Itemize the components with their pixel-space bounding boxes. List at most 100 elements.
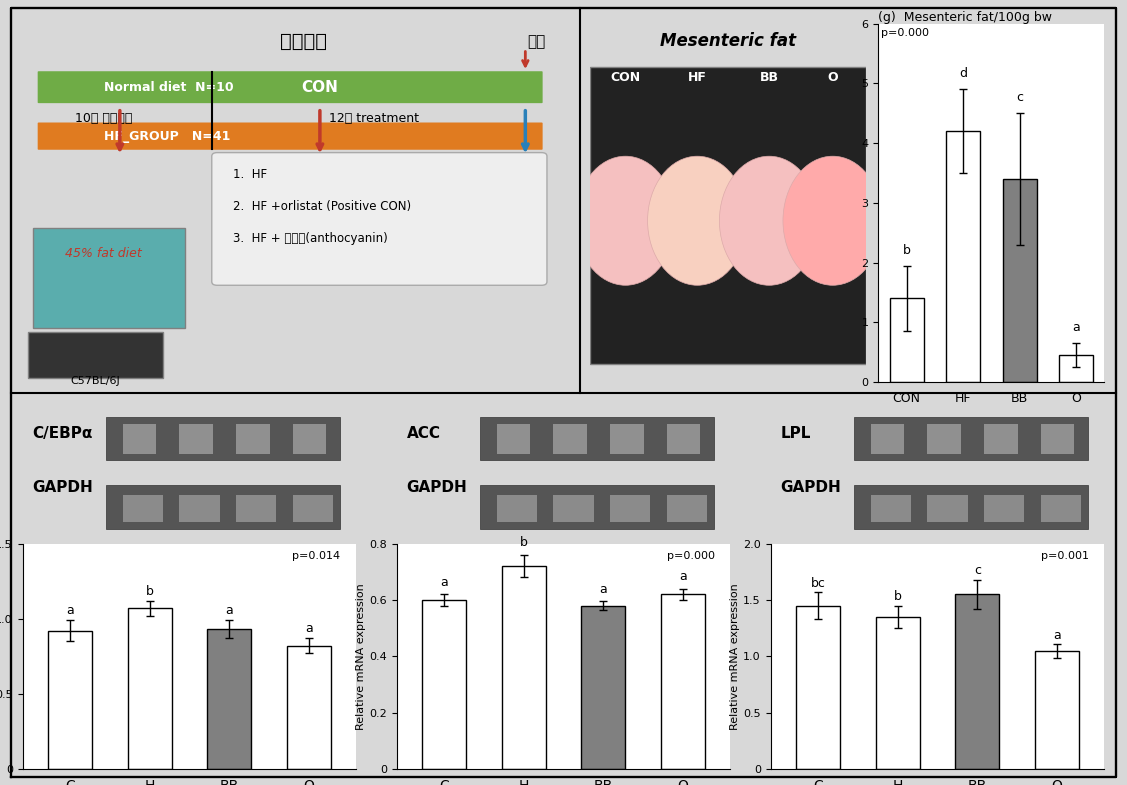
Text: a: a: [441, 575, 449, 589]
Text: 경구투여: 경구투여: [281, 32, 327, 51]
Bar: [854, 485, 1088, 528]
Bar: [34, 228, 185, 328]
Bar: [123, 495, 162, 523]
Bar: [127, 608, 171, 769]
Circle shape: [576, 156, 675, 285]
Text: 희생: 희생: [527, 34, 545, 49]
Bar: [589, 67, 866, 364]
Bar: [480, 417, 713, 461]
Bar: [889, 298, 924, 382]
Text: GAPDH: GAPDH: [33, 480, 94, 495]
Text: a: a: [305, 623, 312, 635]
Text: b: b: [903, 243, 911, 257]
Bar: [667, 495, 707, 523]
Text: a: a: [225, 604, 233, 617]
Text: a: a: [600, 582, 607, 596]
Text: Normal diet  N=10: Normal diet N=10: [104, 81, 233, 94]
Bar: [123, 425, 157, 455]
Bar: [497, 425, 530, 455]
FancyBboxPatch shape: [37, 122, 542, 150]
Text: a: a: [678, 570, 686, 583]
Bar: [797, 606, 840, 769]
Text: CON: CON: [301, 80, 338, 95]
Text: c: c: [1017, 91, 1023, 104]
Text: HF_GROUP   N=41: HF_GROUP N=41: [104, 130, 230, 143]
Text: b: b: [145, 585, 153, 598]
Bar: [48, 631, 92, 769]
Text: GAPDH: GAPDH: [781, 480, 841, 495]
Text: 10주 비만유도: 10주 비만유도: [76, 112, 132, 125]
Bar: [1003, 179, 1037, 382]
Bar: [293, 495, 334, 523]
Circle shape: [783, 156, 882, 285]
Bar: [871, 425, 904, 455]
Text: a: a: [1053, 629, 1061, 642]
Bar: [947, 131, 980, 382]
Bar: [1035, 651, 1079, 769]
Bar: [553, 495, 594, 523]
Bar: [984, 495, 1024, 523]
Bar: [1041, 425, 1074, 455]
Bar: [582, 606, 625, 769]
Bar: [106, 417, 339, 461]
Text: LPL: LPL: [781, 425, 811, 440]
Bar: [928, 425, 961, 455]
Bar: [179, 425, 213, 455]
Bar: [928, 495, 968, 523]
FancyBboxPatch shape: [212, 152, 547, 285]
Bar: [871, 495, 911, 523]
Text: 1.  HF: 1. HF: [233, 168, 267, 181]
Text: a: a: [1072, 321, 1080, 334]
Bar: [1059, 355, 1093, 382]
Bar: [28, 332, 163, 378]
Bar: [876, 617, 920, 769]
Text: b: b: [894, 590, 902, 604]
Bar: [660, 594, 704, 769]
Bar: [502, 566, 545, 769]
Text: 2.  HF +orlistat (Positive CON): 2. HF +orlistat (Positive CON): [233, 200, 411, 213]
Text: d: d: [959, 68, 967, 80]
Y-axis label: Relative mRNA expression: Relative mRNA expression: [730, 583, 740, 730]
Text: 12주 treatment: 12주 treatment: [329, 112, 419, 125]
Text: b: b: [520, 536, 527, 550]
Text: bc: bc: [810, 577, 826, 590]
Bar: [1041, 495, 1081, 523]
Text: CON: CON: [611, 71, 640, 84]
Text: ACC: ACC: [407, 425, 441, 440]
Text: Mesenteric fat: Mesenteric fat: [659, 32, 796, 50]
Bar: [237, 495, 276, 523]
Text: p=0.000: p=0.000: [666, 551, 715, 561]
Bar: [610, 495, 650, 523]
Bar: [610, 425, 644, 455]
Text: p=0.001: p=0.001: [1040, 551, 1089, 561]
Bar: [207, 630, 251, 769]
Text: BB: BB: [760, 71, 779, 84]
Text: p=0.014: p=0.014: [292, 551, 340, 561]
FancyBboxPatch shape: [37, 71, 542, 103]
Bar: [667, 425, 700, 455]
Bar: [553, 425, 587, 455]
Text: 45% fat diet: 45% fat diet: [65, 246, 142, 260]
Bar: [854, 417, 1088, 461]
Text: C/EBPα: C/EBPα: [33, 425, 92, 440]
Bar: [237, 425, 269, 455]
Text: C57BL/6J: C57BL/6J: [71, 376, 121, 386]
Text: a: a: [66, 604, 74, 617]
Y-axis label: Relative mRNA expression: Relative mRNA expression: [356, 583, 366, 730]
Bar: [179, 495, 220, 523]
Text: c: c: [974, 564, 980, 578]
Bar: [984, 425, 1018, 455]
Circle shape: [648, 156, 747, 285]
Bar: [287, 646, 330, 769]
Bar: [497, 495, 536, 523]
Bar: [480, 485, 713, 528]
Text: HF: HF: [687, 71, 707, 84]
Text: p=0.000: p=0.000: [881, 27, 930, 38]
Bar: [293, 425, 327, 455]
Text: (g)  Mesenteric fat/100g bw: (g) Mesenteric fat/100g bw: [878, 10, 1053, 24]
Bar: [423, 600, 467, 769]
Bar: [956, 594, 1000, 769]
Text: O: O: [827, 71, 838, 84]
Text: GAPDH: GAPDH: [407, 480, 468, 495]
Bar: [106, 485, 339, 528]
